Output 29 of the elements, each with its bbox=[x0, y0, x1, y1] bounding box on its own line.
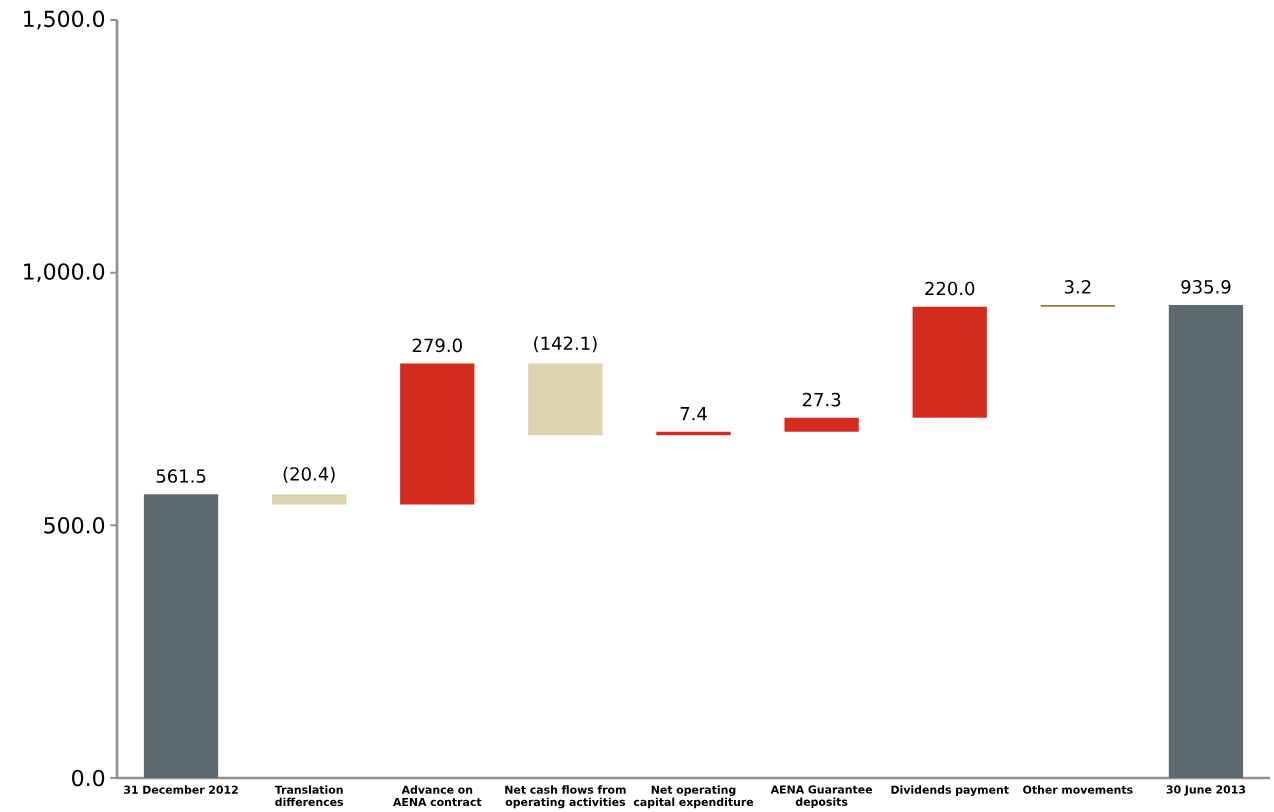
data-label: (20.4) bbox=[283, 466, 335, 483]
x-tick-label: Advance on AENA contract bbox=[393, 785, 482, 807]
bar bbox=[1168, 305, 1244, 778]
data-label: 561.5 bbox=[156, 469, 206, 483]
data-label: 3.2 bbox=[1064, 280, 1091, 294]
x-tick-label: Net cash flows from operating activities bbox=[505, 785, 626, 809]
x-tick-label: Translation differences bbox=[274, 785, 344, 807]
y-tick-label: 0.0 bbox=[72, 769, 105, 787]
bar bbox=[272, 494, 347, 505]
x-tick-label: Dividends payment bbox=[891, 785, 1009, 797]
x-tick-label: 30 June 2013 bbox=[1166, 785, 1246, 796]
x-tick-label: Other movements bbox=[1023, 785, 1133, 794]
data-label: 27.3 bbox=[802, 392, 841, 407]
y-tick-label: 1,000.0 bbox=[24, 263, 105, 283]
bar bbox=[912, 306, 987, 418]
x-tick-label: AENA Guarantee deposits bbox=[770, 785, 873, 809]
data-label: 935.9 bbox=[1181, 280, 1231, 294]
y-tick-label: 1,500.0 bbox=[24, 10, 105, 30]
data-label: 279.0 bbox=[412, 338, 462, 353]
bar bbox=[784, 417, 859, 432]
bar bbox=[143, 494, 219, 778]
data-label: 220.0 bbox=[925, 281, 975, 296]
data-label: 7.4 bbox=[680, 407, 707, 421]
x-tick-label: 31 December 2012 bbox=[124, 785, 238, 794]
bar bbox=[528, 363, 603, 436]
data-label: (142.1) bbox=[534, 336, 597, 353]
bar bbox=[400, 363, 475, 505]
x-tick-label: Net operating capital expenditure bbox=[633, 785, 754, 809]
y-tick-label: 500.0 bbox=[44, 516, 105, 534]
